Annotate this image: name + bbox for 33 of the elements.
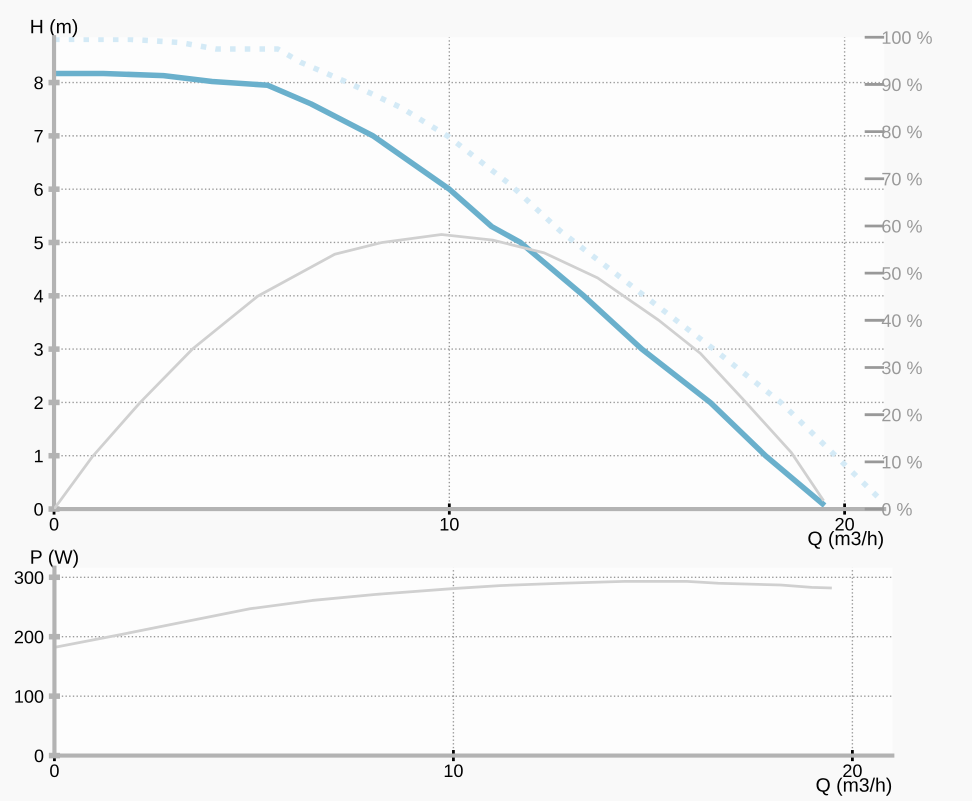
y-tick-label: 1 — [34, 450, 43, 462]
y-tick-label: 7 — [34, 130, 43, 142]
y-tick-label: 2 — [34, 396, 43, 409]
y-tick-label: 6 — [34, 183, 43, 196]
y2-tick-label: 10 % — [882, 456, 922, 469]
y-tick-label: 300 — [14, 571, 44, 584]
y2-tick-label: 60 % — [882, 220, 922, 233]
y-tick-label: 3 — [34, 343, 43, 356]
x-tick-label: 20 — [843, 764, 862, 778]
y2-tick-label: 70 % — [882, 172, 922, 186]
x-axis-title: Q (m3/h) — [808, 531, 883, 550]
x-axis-title: Q (m3/h) — [816, 778, 892, 796]
y-axis-title: H (m) — [31, 19, 78, 38]
y-tick-label: 8 — [34, 76, 43, 90]
y-tick-label: 100 — [15, 690, 44, 703]
y-tick-label: 4 — [34, 290, 44, 302]
x-tick-label: 10 — [440, 518, 459, 531]
y-tick-label: 200 — [14, 630, 44, 644]
x-tick-label: 10 — [444, 764, 463, 778]
y2-tick-label: 30 % — [882, 361, 922, 374]
y2-tick-label: 100 % — [882, 31, 932, 44]
y2-tick-label: 20 % — [882, 408, 922, 422]
x-tick-label: 20 — [835, 518, 854, 531]
y-tick-label: 0 — [34, 750, 44, 762]
x-tick-label: 0 — [50, 764, 59, 778]
y2-tick-label: 90 % — [882, 78, 922, 92]
y2-tick-label: 50 % — [882, 267, 922, 280]
y-axis-title: P (W) — [31, 550, 78, 568]
y-tick-label: 5 — [34, 236, 43, 250]
y2-tick-label: 80 % — [882, 126, 922, 138]
x-tick-label: 0 — [50, 518, 58, 531]
y2-tick-label: 40 % — [882, 314, 922, 328]
y-tick-label: 0 — [34, 502, 43, 516]
